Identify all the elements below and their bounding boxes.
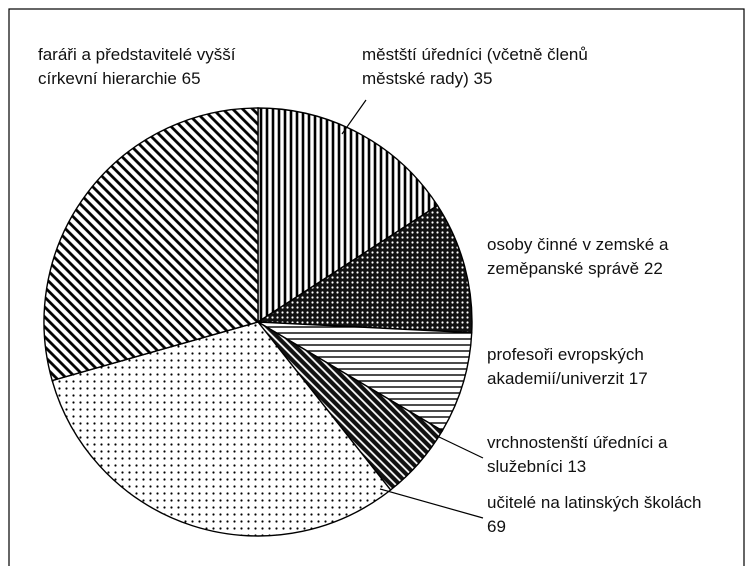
frame [8, 8, 745, 566]
slice-label: vrchnostenští úředníci a služebníci 13 [487, 431, 717, 479]
category-name: městští úředníci (včetně členů městské r… [362, 45, 588, 88]
category-name: učitelé na latinských školách [487, 493, 702, 512]
category-name: vrchnostenští úředníci a služebníci [487, 433, 668, 476]
leader-line [436, 435, 484, 459]
pie-slice [43, 107, 259, 382]
slice-label: faráři a představitelé vyšší církevní hi… [38, 43, 298, 91]
pie-slice [257, 321, 473, 432]
value-label: 65 [181, 69, 201, 88]
pie [43, 107, 473, 537]
value-label: 22 [643, 259, 663, 278]
pie-slice [51, 321, 392, 537]
slice-label: učitelé na latinských školách 69 [487, 491, 717, 539]
category-name: osoby činné v zemské a zeměpanské správě [487, 235, 669, 278]
category-name: faráři a představitelé vyšší církevní hi… [38, 45, 236, 88]
category-name: profesoři evropských akademií/univerzit [487, 345, 644, 388]
pie-slice [257, 107, 439, 324]
slice-label: osoby činné v zemské a zeměpanské správě… [487, 233, 717, 281]
leader-line [379, 488, 484, 519]
leader-line [341, 99, 367, 135]
slice-label: městští úředníci (včetně členů městské r… [362, 43, 632, 91]
value-label: 17 [628, 369, 648, 388]
slice-label: profesoři evropských akademií/univerzit … [487, 343, 717, 391]
value-label: 13 [567, 457, 587, 476]
value-label: 35 [473, 69, 493, 88]
pie-slice [255, 204, 473, 334]
value-label: 69 [487, 517, 506, 536]
